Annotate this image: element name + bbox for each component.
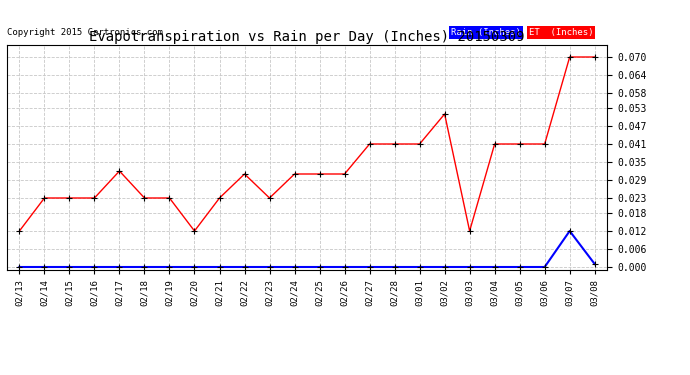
Title: Evapotranspiration vs Rain per Day (Inches) 20150309: Evapotranspiration vs Rain per Day (Inch…: [89, 30, 525, 44]
Text: ET  (Inches): ET (Inches): [529, 28, 593, 37]
Text: Rain (Inches): Rain (Inches): [451, 28, 521, 37]
Text: Copyright 2015 Cartronics.com: Copyright 2015 Cartronics.com: [7, 28, 163, 37]
